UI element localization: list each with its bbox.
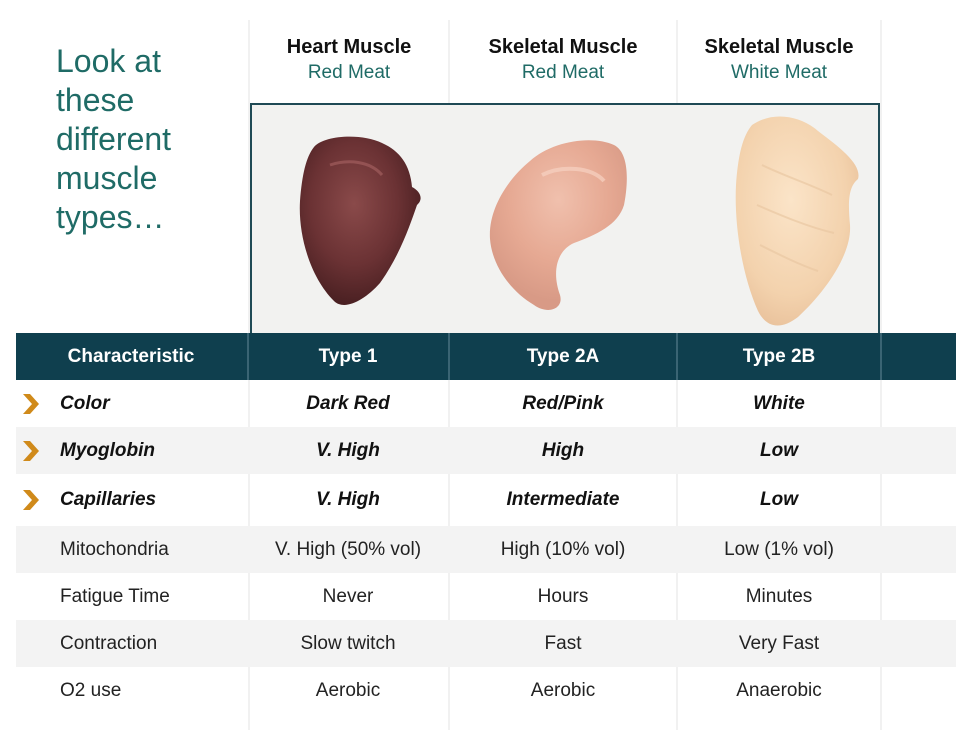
cell-type-1: V. High	[316, 439, 380, 461]
column-title: Heart Muscle	[286, 36, 412, 58]
table-row: Fatigue Time Never Hours Minutes	[16, 573, 956, 620]
cell-type-1: V. High	[316, 489, 380, 510]
table-row: Color Dark Red Red/Pink White	[16, 380, 956, 427]
column-title: Skeletal Muscle	[488, 36, 638, 58]
cell-type-2b: Minutes	[745, 585, 813, 607]
row-label: Contraction	[60, 632, 158, 654]
cell-type-2b: White	[753, 392, 805, 414]
header-characteristic: Characteristic	[67, 346, 195, 367]
cell-type-2a: Hours	[537, 585, 589, 607]
header-type-2a: Type 2A	[526, 346, 600, 367]
header-type-1: Type 1	[318, 346, 378, 367]
cell-type-1: V. High (50% vol)	[274, 538, 422, 560]
chevron-right-icon	[23, 440, 39, 461]
row-label: Color	[60, 392, 110, 414]
cell-type-1: Never	[322, 585, 374, 607]
skeletal-red-muscle-image	[489, 140, 627, 310]
row-label: Mitochondria	[60, 538, 169, 560]
cell-type-2a: Fast	[544, 632, 582, 654]
cell-type-2a: Red/Pink	[522, 392, 604, 414]
column-heading-skeletal-white: Skeletal Muscle White Meat	[678, 34, 880, 86]
column-heading-skeletal-red: Skeletal Muscle Red Meat	[450, 34, 676, 86]
row-label: Fatigue Time	[60, 585, 170, 607]
cell-type-2a: Intermediate	[506, 489, 620, 510]
cell-type-1: Dark Red	[306, 392, 390, 414]
cell-type-2b: Very Fast	[738, 632, 820, 654]
chevron-right-icon	[23, 393, 39, 414]
muscle-photos	[299, 116, 859, 326]
cell-type-2b: Low (1% vol)	[724, 538, 834, 560]
table-header: Characteristic Type 1 Type 2A Type 2B	[16, 333, 956, 380]
cell-type-2b: Anaerobic	[736, 679, 822, 701]
table-row: Contraction Slow twitch Fast Very Fast	[16, 620, 956, 667]
row-label: Myoglobin	[60, 439, 155, 461]
column-subtitle: White Meat	[730, 62, 828, 83]
column-heading-heart: Heart Muscle Red Meat	[250, 34, 448, 86]
cell-type-2a: High (10% vol)	[500, 538, 626, 560]
header-divider	[247, 333, 249, 380]
row-label: Capillaries	[60, 489, 157, 510]
table-row: Myoglobin V. High High Low	[16, 427, 956, 474]
heart-muscle-image	[299, 136, 421, 305]
table-row: Mitochondria V. High (50% vol) High (10%…	[16, 526, 956, 573]
cell-type-2b: Low	[760, 489, 798, 510]
header-divider	[676, 333, 678, 380]
intro-text: Look at these different muscle types…	[56, 43, 172, 235]
header-divider	[448, 333, 450, 380]
cell-type-1: Aerobic	[315, 679, 381, 701]
cell-type-2a: Aerobic	[530, 679, 596, 701]
column-subtitle: Red Meat	[521, 62, 605, 83]
cell-type-2a: High	[541, 439, 585, 461]
chevron-right-icon	[23, 490, 39, 510]
column-subtitle: Red Meat	[307, 62, 391, 83]
cell-type-1: Slow twitch	[300, 632, 396, 654]
row-label: O2 use	[60, 679, 122, 701]
header-divider	[880, 333, 882, 380]
column-title: Skeletal Muscle	[704, 36, 854, 58]
table-row: Capillaries V. High Intermediate Low	[16, 474, 956, 526]
muscle-photo-panel	[250, 103, 880, 335]
header-type-2b: Type 2B	[742, 346, 816, 367]
table-row: O2 use Aerobic Aerobic Anaerobic	[16, 667, 956, 714]
cell-type-2b: Low	[760, 439, 798, 461]
